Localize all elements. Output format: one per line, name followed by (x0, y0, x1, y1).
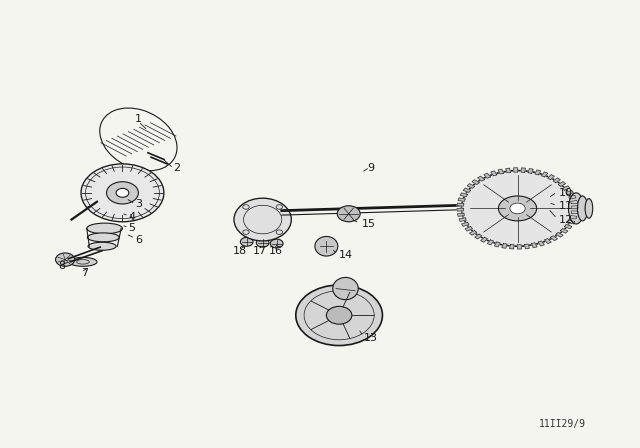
Polygon shape (570, 215, 577, 219)
Text: 8: 8 (58, 261, 65, 271)
Polygon shape (506, 168, 511, 173)
Ellipse shape (56, 253, 75, 266)
Polygon shape (460, 193, 467, 197)
Polygon shape (541, 172, 548, 177)
Ellipse shape (88, 242, 116, 250)
Text: 7: 7 (81, 268, 88, 278)
Polygon shape (463, 188, 470, 192)
Text: 14: 14 (339, 250, 353, 260)
Polygon shape (465, 227, 472, 231)
Polygon shape (498, 169, 504, 174)
Polygon shape (545, 239, 551, 244)
Polygon shape (472, 180, 479, 185)
Polygon shape (459, 218, 467, 221)
Ellipse shape (69, 258, 97, 266)
Text: 17: 17 (252, 246, 266, 256)
Text: 1: 1 (135, 114, 142, 125)
Polygon shape (561, 228, 568, 233)
Polygon shape (458, 213, 465, 216)
Polygon shape (487, 240, 493, 245)
Ellipse shape (87, 223, 122, 234)
Polygon shape (572, 211, 578, 214)
Text: 9: 9 (367, 164, 374, 173)
Text: 13: 13 (364, 332, 378, 343)
Text: 5: 5 (129, 224, 136, 233)
Polygon shape (569, 195, 576, 199)
Text: 3: 3 (135, 199, 142, 209)
Polygon shape (470, 231, 477, 235)
Polygon shape (484, 173, 490, 178)
Text: 10: 10 (559, 188, 573, 198)
Polygon shape (563, 186, 570, 190)
Polygon shape (564, 224, 572, 229)
Ellipse shape (461, 171, 573, 246)
Ellipse shape (315, 237, 338, 256)
Text: 18: 18 (234, 246, 248, 256)
Polygon shape (556, 233, 563, 237)
Text: 12: 12 (559, 215, 573, 224)
Text: 16: 16 (268, 246, 282, 256)
Polygon shape (566, 190, 573, 194)
Circle shape (116, 188, 129, 197)
Text: 4: 4 (129, 212, 136, 222)
Text: 11II29/9: 11II29/9 (539, 419, 586, 429)
Ellipse shape (585, 198, 593, 218)
Polygon shape (572, 206, 578, 208)
Ellipse shape (577, 196, 588, 221)
Polygon shape (532, 243, 537, 248)
Ellipse shape (510, 203, 525, 214)
Polygon shape (521, 168, 525, 172)
Ellipse shape (88, 233, 119, 242)
Polygon shape (491, 171, 497, 176)
Polygon shape (477, 176, 484, 181)
Polygon shape (481, 237, 488, 242)
Polygon shape (553, 178, 561, 183)
Polygon shape (535, 170, 541, 175)
Circle shape (106, 182, 138, 204)
Polygon shape (461, 222, 469, 226)
Ellipse shape (333, 277, 358, 300)
Ellipse shape (296, 285, 383, 345)
Ellipse shape (499, 196, 537, 221)
Text: 2: 2 (173, 164, 180, 173)
Polygon shape (558, 181, 566, 186)
Polygon shape (457, 203, 464, 206)
Polygon shape (475, 234, 482, 239)
Circle shape (270, 239, 283, 248)
Ellipse shape (568, 193, 584, 224)
Polygon shape (518, 245, 522, 249)
Polygon shape (494, 242, 500, 247)
Polygon shape (528, 168, 533, 173)
Circle shape (241, 237, 253, 246)
Polygon shape (550, 236, 557, 241)
Text: 11: 11 (559, 201, 573, 211)
Polygon shape (467, 184, 475, 188)
Text: 6: 6 (135, 235, 142, 245)
Polygon shape (525, 244, 529, 249)
Text: 15: 15 (362, 219, 376, 229)
Ellipse shape (337, 206, 360, 222)
Polygon shape (513, 168, 518, 172)
Ellipse shape (326, 306, 352, 324)
Ellipse shape (234, 198, 291, 241)
Circle shape (256, 238, 269, 247)
Ellipse shape (81, 164, 164, 222)
Polygon shape (457, 208, 463, 211)
Polygon shape (502, 244, 507, 248)
Polygon shape (548, 175, 554, 180)
Polygon shape (571, 201, 577, 204)
Polygon shape (509, 245, 514, 249)
Polygon shape (458, 198, 465, 201)
Polygon shape (568, 220, 575, 224)
Polygon shape (538, 241, 544, 246)
